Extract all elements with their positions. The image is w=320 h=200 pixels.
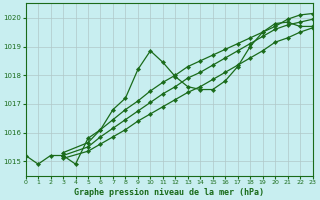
X-axis label: Graphe pression niveau de la mer (hPa): Graphe pression niveau de la mer (hPa) — [74, 188, 264, 197]
